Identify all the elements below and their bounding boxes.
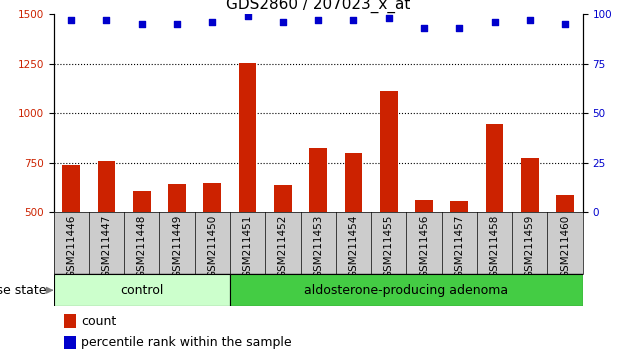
Point (278, 19, 288, 25)
Bar (309, 148, 327, 212)
Text: GSM211458: GSM211458 (490, 214, 500, 278)
Text: GSM211453: GSM211453 (313, 214, 323, 278)
Text: GSM211446: GSM211446 (66, 214, 76, 278)
Text: aldosterone-producing adenoma: aldosterone-producing adenoma (304, 284, 508, 297)
Bar (380, 91, 398, 212)
Text: GSM211447: GSM211447 (101, 214, 112, 278)
Text: percentile rank within the sample: percentile rank within the sample (81, 336, 292, 349)
Text: control: control (120, 284, 163, 297)
Text: count: count (81, 314, 117, 327)
Bar (168, 184, 186, 212)
Bar (274, 185, 292, 212)
Text: GSM211459: GSM211459 (525, 214, 535, 278)
Text: GSM211455: GSM211455 (384, 214, 394, 278)
Bar (64, 314, 76, 328)
Bar (345, 153, 362, 212)
Text: GSM211460: GSM211460 (560, 214, 570, 278)
Point (207, 19, 217, 25)
Bar (415, 200, 433, 212)
Point (348, 17, 358, 23)
Point (66, 17, 76, 23)
Point (172, 21, 182, 27)
Bar (203, 183, 221, 212)
Text: GSM211450: GSM211450 (207, 214, 217, 278)
Point (419, 25, 429, 31)
Point (384, 15, 394, 21)
Point (313, 17, 323, 23)
Bar (133, 190, 151, 212)
Text: GSM211451: GSM211451 (243, 214, 253, 278)
Text: disease state: disease state (0, 284, 50, 297)
Bar (54, 274, 230, 306)
Point (243, 13, 253, 19)
Bar (556, 195, 574, 212)
Bar (521, 158, 539, 212)
Bar (64, 336, 76, 349)
Point (137, 21, 147, 27)
Text: GSM211454: GSM211454 (348, 214, 358, 278)
Bar (98, 161, 115, 212)
Point (101, 17, 112, 23)
Point (525, 17, 535, 23)
Bar (450, 201, 468, 212)
Title: GDS2860 / 207023_x_at: GDS2860 / 207023_x_at (226, 0, 410, 13)
Text: GSM211457: GSM211457 (454, 214, 464, 278)
Point (490, 19, 500, 25)
Bar (486, 124, 503, 212)
Bar (62, 165, 80, 212)
Bar (230, 274, 583, 306)
Point (454, 25, 464, 31)
Text: GSM211452: GSM211452 (278, 214, 288, 278)
Text: GSM211448: GSM211448 (137, 214, 147, 278)
Text: GSM211449: GSM211449 (172, 214, 182, 278)
Point (560, 21, 570, 27)
Bar (239, 63, 256, 212)
Text: GSM211456: GSM211456 (419, 214, 429, 278)
